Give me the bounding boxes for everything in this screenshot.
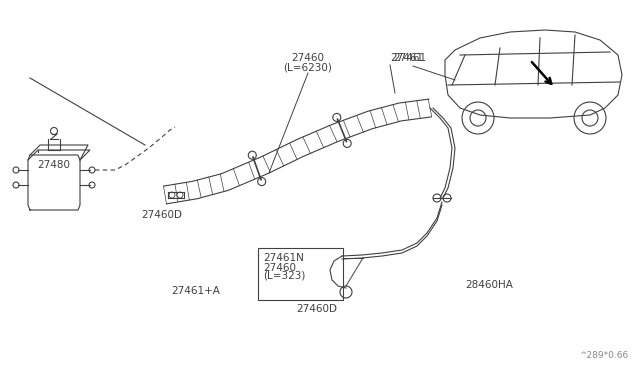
Text: (L=323): (L=323) [263, 271, 305, 281]
Bar [258, 248, 343, 300]
Text: 28460HA: 28460HA [465, 280, 513, 290]
Text: 27461: 27461 [393, 53, 426, 63]
Text: 27461N: 27461N [263, 253, 304, 263]
Text: 27460D: 27460D [296, 304, 337, 314]
Text: 27480: 27480 [38, 160, 70, 170]
Text: 27461+A: 27461+A [171, 286, 220, 296]
Text: 27460D: 27460D [141, 210, 182, 220]
Text: 27461: 27461 [390, 53, 423, 63]
Text: 27460: 27460 [263, 263, 296, 273]
Text: ^289*0.66: ^289*0.66 [579, 351, 628, 360]
Text: (L=6230): (L=6230) [284, 63, 332, 73]
Text: 27460: 27460 [291, 53, 324, 63]
